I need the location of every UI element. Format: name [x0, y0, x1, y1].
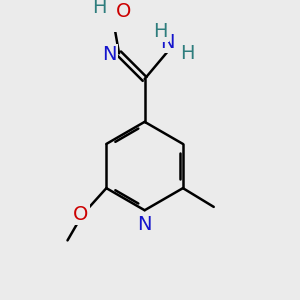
Text: N: N	[160, 33, 175, 52]
Text: N: N	[137, 215, 152, 234]
Text: H: H	[153, 22, 168, 41]
Text: H: H	[180, 44, 194, 63]
Text: O: O	[116, 2, 131, 21]
Text: H: H	[92, 0, 107, 17]
Text: O: O	[73, 205, 88, 224]
Text: N: N	[102, 45, 117, 64]
